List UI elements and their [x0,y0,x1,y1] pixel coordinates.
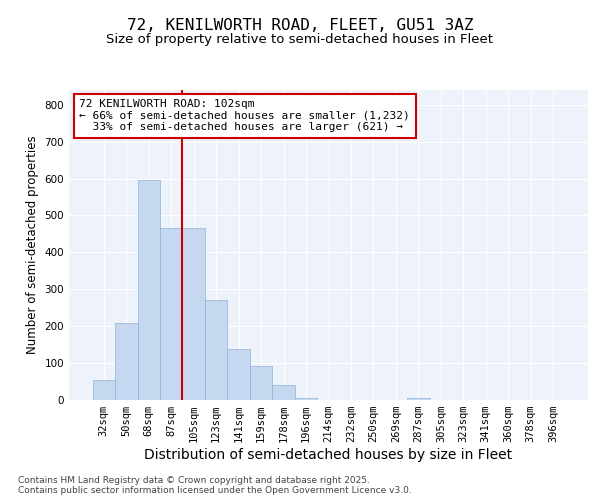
Bar [160,228,182,400]
Bar [250,366,272,400]
Text: Contains HM Land Registry data © Crown copyright and database right 2025.
Contai: Contains HM Land Registry data © Crown c… [18,476,412,495]
Text: 72 KENILWORTH ROAD: 102sqm
← 66% of semi-detached houses are smaller (1,232)
  3: 72 KENILWORTH ROAD: 102sqm ← 66% of semi… [79,100,410,132]
Bar [205,300,227,400]
Text: 72, KENILWORTH ROAD, FLEET, GU51 3AZ: 72, KENILWORTH ROAD, FLEET, GU51 3AZ [127,18,473,32]
Bar [295,398,317,400]
Bar [137,180,160,400]
Bar [227,349,250,400]
Text: Size of property relative to semi-detached houses in Fleet: Size of property relative to semi-detach… [107,32,493,46]
X-axis label: Distribution of semi-detached houses by size in Fleet: Distribution of semi-detached houses by … [145,448,512,462]
Bar [182,228,205,400]
Bar [92,380,115,400]
Y-axis label: Number of semi-detached properties: Number of semi-detached properties [26,136,39,354]
Bar [407,398,430,400]
Bar [272,385,295,400]
Bar [115,322,137,400]
